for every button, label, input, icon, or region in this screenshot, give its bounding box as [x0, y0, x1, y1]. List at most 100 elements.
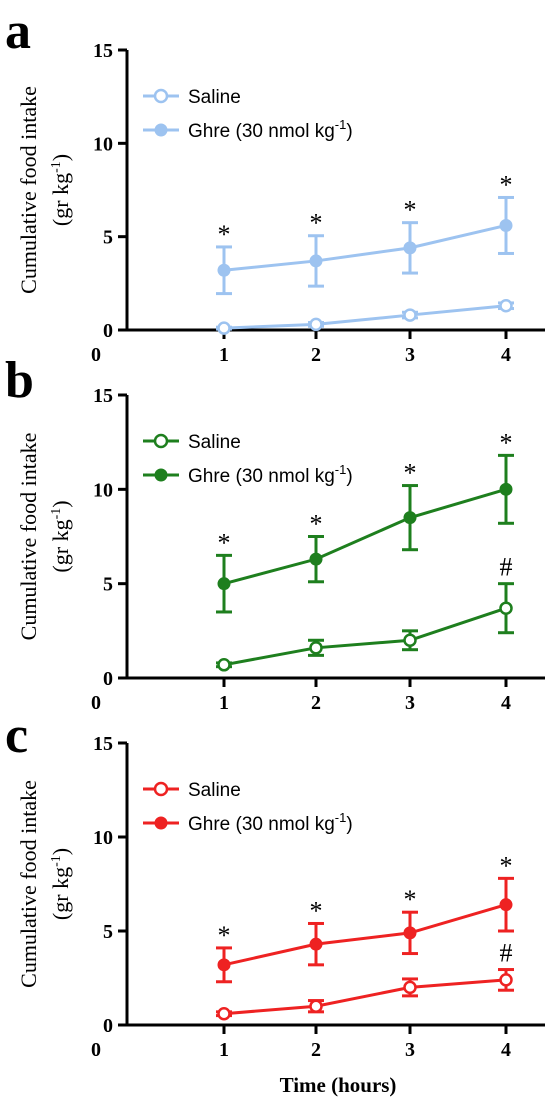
panel-letter-c: c [5, 707, 28, 764]
legend-label: Saline [188, 780, 241, 801]
data-point [499, 298, 513, 313]
x-tick-label: 1 [219, 1039, 229, 1061]
x-tick-label: 2 [311, 692, 321, 714]
significance-asterisk: * [218, 220, 231, 249]
series-line [223, 304, 507, 330]
data-point [217, 263, 231, 277]
significance-asterisk: * [218, 528, 231, 557]
significance-hash: # [500, 553, 513, 582]
data-point [499, 973, 513, 987]
legend-marker [154, 123, 168, 137]
legend-marker [153, 88, 169, 104]
legend-label: Ghre (30 nmol kg-1) [188, 810, 353, 835]
data-point [403, 926, 417, 940]
legend-item-saline: Saline [143, 87, 241, 108]
x-tick-label: 4 [501, 1039, 511, 1061]
data-point [309, 937, 323, 951]
series-line [223, 606, 507, 667]
data-point [403, 511, 417, 525]
data-point [309, 254, 323, 268]
y-tick-label: 10 [93, 133, 113, 155]
data-point [403, 633, 417, 648]
y-axis-label-line1: Cumulative food intake [16, 433, 41, 641]
y-tick-label: 5 [103, 921, 113, 943]
series-line [223, 978, 507, 1016]
significance-asterisk: * [310, 510, 323, 539]
legend-item-ghrelin: Ghre (30 nmol kg-1) [143, 810, 353, 835]
legend-marker [153, 781, 169, 797]
data-point [309, 999, 323, 1013]
series-line [223, 224, 507, 272]
series-saline: # [216, 553, 514, 672]
data-point [217, 658, 231, 672]
panel-letter-b: b [5, 352, 34, 409]
y-axis-label-line2: (gr kg-1) [48, 154, 73, 226]
data-point [217, 321, 231, 335]
data-point [217, 1006, 231, 1021]
legend-label: Saline [188, 87, 241, 108]
y-tick-label: 15 [93, 40, 113, 62]
series-ghrelin: * * * * [216, 170, 514, 296]
y-axis-label-line1: Cumulative food intake [16, 780, 41, 988]
data-point [499, 218, 513, 232]
legend-item-saline: Saline [143, 780, 241, 801]
x-tick-label: 3 [405, 1039, 415, 1061]
data-point [309, 552, 323, 566]
data-point [217, 577, 231, 591]
data-point [217, 958, 231, 972]
series-ghrelin: * * * * [216, 428, 514, 614]
x-tick-label: 0 [91, 1039, 101, 1061]
x-tick-label: 1 [219, 692, 229, 714]
legend-marker [153, 433, 169, 449]
legend-label: Ghre (30 nmol kg-1) [188, 117, 353, 142]
y-tick-label: 15 [93, 385, 113, 407]
data-point [309, 317, 323, 332]
data-point [499, 482, 513, 496]
legend-label: Ghre (30 nmol kg-1) [188, 462, 353, 487]
x-tick-label: 0 [91, 692, 101, 714]
significance-asterisk: * [310, 896, 323, 925]
chart-panel-b: b 0 5 10 15 0 1 2 3 4 Cumulative food intake (gr kg… [5, 352, 545, 714]
data-point [403, 980, 417, 995]
significance-asterisk: * [500, 170, 513, 199]
legend-item-ghrelin: Ghre (30 nmol kg-1) [143, 462, 353, 487]
y-tick-label: 10 [93, 479, 113, 501]
data-point [309, 641, 323, 655]
significance-asterisk: * [218, 921, 231, 950]
legend-label: Saline [188, 432, 241, 453]
y-tick-label: 0 [103, 668, 113, 690]
significance-asterisk: * [404, 459, 417, 488]
series-ghrelin: * * * * [216, 851, 514, 984]
chart-panel-c: c 0 5 10 15 0 1 2 3 4 Cumulative food intake (gr kg… [5, 707, 545, 1097]
x-tick-label: 2 [311, 1039, 321, 1061]
x-tick-label: 2 [311, 344, 321, 366]
data-point [499, 898, 513, 912]
legend-marker [154, 468, 168, 482]
significance-asterisk: * [310, 209, 323, 238]
x-tick-label: 3 [405, 692, 415, 714]
x-tick-label: 0 [91, 344, 101, 366]
significance-hash: # [500, 939, 513, 968]
y-axis-label-line2: (gr kg-1) [48, 500, 73, 572]
x-axis-label: Time (hours) [280, 1073, 397, 1097]
series-line [223, 487, 507, 586]
y-axis-label-line1: Cumulative food intake [16, 86, 41, 294]
y-tick-label: 15 [93, 733, 113, 755]
y-tick-label: 5 [103, 574, 113, 596]
data-point [403, 241, 417, 255]
series-saline: # [216, 939, 514, 1021]
legend-item-ghrelin: Ghre (30 nmol kg-1) [143, 117, 353, 142]
legend-item-saline: Saline [143, 432, 241, 453]
y-tick-label: 0 [103, 1015, 113, 1037]
significance-asterisk: * [404, 885, 417, 914]
x-tick-label: 1 [219, 344, 229, 366]
series-saline [216, 298, 514, 335]
y-axis-label-line2: (gr kg-1) [48, 848, 73, 920]
series-line [223, 903, 507, 967]
x-tick-label: 4 [501, 344, 511, 366]
x-tick-label: 4 [501, 692, 511, 714]
significance-asterisk: * [500, 851, 513, 880]
significance-asterisk: * [500, 428, 513, 457]
y-tick-label: 0 [103, 320, 113, 342]
